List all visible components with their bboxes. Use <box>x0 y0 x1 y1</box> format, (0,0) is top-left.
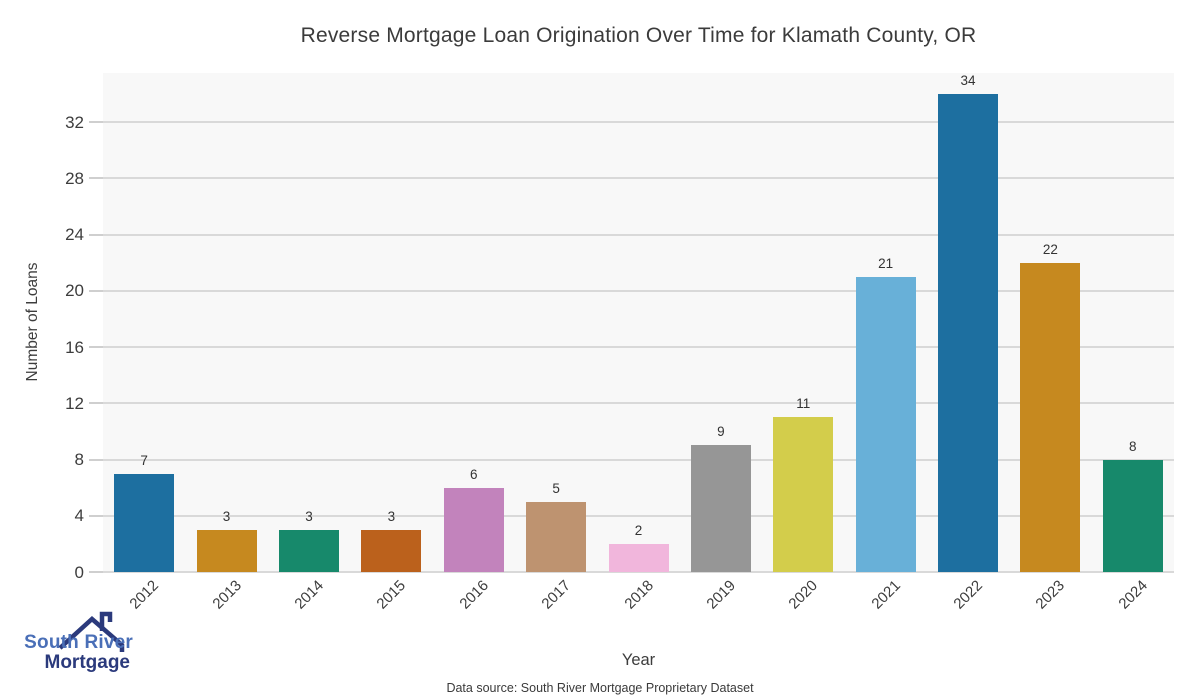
x-tick-label-2021: 2021 <box>868 577 904 613</box>
logo-text-line2: Mortgage <box>44 652 131 673</box>
data-source-note: Data source: South River Mortgage Propri… <box>446 681 754 695</box>
gridline-y-8 <box>103 458 1174 461</box>
gridline-y-32 <box>103 121 1174 124</box>
bar-value-label-2021: 21 <box>878 255 894 271</box>
bar-value-label-2015: 3 <box>387 508 396 524</box>
bar-value-label-2012: 7 <box>140 452 148 468</box>
bar-2022 <box>938 94 999 572</box>
south-river-mortgage-logo: South River Mortgage <box>12 598 142 688</box>
y-tick-mark <box>89 514 103 517</box>
y-tick-label-12: 12 <box>65 393 84 413</box>
bar-value-label-2014: 3 <box>305 508 313 524</box>
bar-value-label-2022: 34 <box>960 73 976 89</box>
x-tick-label-2014: 2014 <box>291 577 327 613</box>
x-tick-label-2023: 2023 <box>1032 577 1069 613</box>
y-tick-label-28: 28 <box>65 168 84 188</box>
x-tick-label-2013: 2013 <box>208 577 245 613</box>
y-tick-mark <box>89 289 103 292</box>
x-tick-label-2015: 2015 <box>373 577 410 613</box>
x-tick-label-2016: 2016 <box>456 577 492 613</box>
bar-2020 <box>773 417 834 572</box>
y-axis-title: Number of Loans <box>24 262 41 382</box>
x-tick-label-2017: 2017 <box>538 577 575 613</box>
y-tick-label-0: 0 <box>74 562 84 582</box>
gridline-y-12 <box>103 402 1174 405</box>
x-tick-label-2019: 2019 <box>703 577 739 613</box>
bar-2014 <box>278 529 339 572</box>
y-tick-mark <box>89 402 103 405</box>
bar-2017 <box>526 501 587 572</box>
bar-2021 <box>855 276 916 572</box>
gridline-y-0 <box>103 571 1174 573</box>
bar-value-label-2019: 9 <box>717 424 725 440</box>
bar-value-label-2020: 11 <box>796 396 811 412</box>
y-tick-label-4: 4 <box>74 506 84 526</box>
bar-2024 <box>1102 459 1163 572</box>
x-tick-label-2018: 2018 <box>620 577 657 613</box>
y-tick-mark <box>89 233 103 236</box>
bar-2013 <box>196 529 257 572</box>
bar-2019 <box>690 445 751 572</box>
y-tick-label-8: 8 <box>74 450 84 470</box>
bar-value-label-2024: 8 <box>1129 438 1137 454</box>
logo-text-line1: South River <box>24 632 133 653</box>
y-tick-mark <box>89 571 103 573</box>
bar-2023 <box>1020 262 1081 572</box>
gridline-y-20 <box>103 289 1174 292</box>
house-roof-icon <box>58 611 125 652</box>
y-tick-label-24: 24 <box>65 225 84 245</box>
bar-value-label-2013: 3 <box>222 508 231 524</box>
y-tick-mark <box>89 121 103 124</box>
bar-2015 <box>361 529 422 572</box>
y-tick-label-16: 16 <box>65 337 84 357</box>
gridline-y-16 <box>103 346 1174 349</box>
bar-value-label-2018: 2 <box>634 522 643 538</box>
y-tick-mark <box>89 346 103 349</box>
y-tick-label-32: 32 <box>65 112 84 132</box>
bar-2018 <box>608 543 669 572</box>
x-tick-label-2022: 2022 <box>950 577 987 613</box>
plot-area <box>103 73 1174 573</box>
bar-2012 <box>114 473 175 572</box>
x-axis-title: Year <box>621 651 656 669</box>
y-tick-label-20: 20 <box>65 281 84 301</box>
bar-2016 <box>443 487 504 572</box>
x-tick-label-2020: 2020 <box>785 577 822 613</box>
gridline-y-24 <box>103 233 1174 236</box>
chart-title: Reverse Mortgage Loan Origination Over T… <box>300 24 977 47</box>
x-tick-label-2024: 2024 <box>1115 577 1151 613</box>
y-tick-mark <box>89 458 103 461</box>
gridline-y-28 <box>103 177 1174 180</box>
gridline-y-4 <box>103 514 1174 517</box>
bar-value-label-2023: 22 <box>1042 241 1058 257</box>
bar-value-label-2016: 6 <box>469 466 478 482</box>
y-tick-mark <box>89 177 103 180</box>
bar-value-label-2017: 5 <box>552 480 560 496</box>
